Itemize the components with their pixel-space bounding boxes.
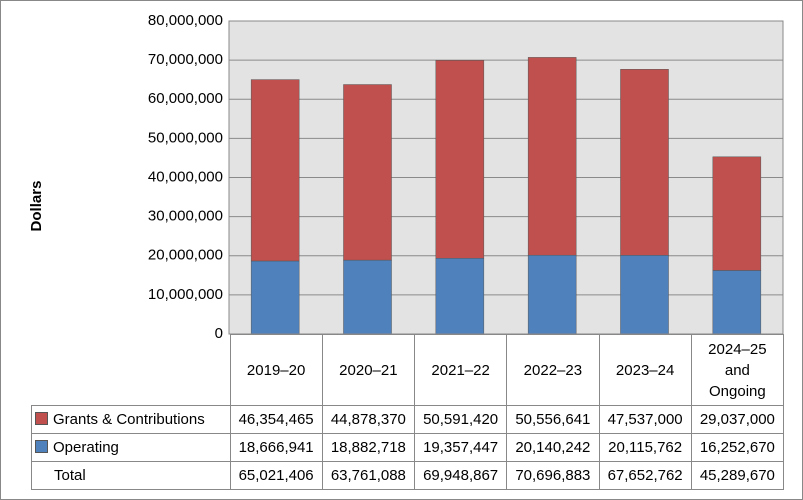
- cell-text: 18,666,941: [238, 439, 314, 456]
- total-cell: 65,021,406: [229, 461, 323, 490]
- cell-text: 50,591,420: [423, 411, 499, 428]
- total-cell: 45,289,670: [690, 461, 785, 490]
- value-cell: 46,354,465: [229, 405, 323, 434]
- cell-text: 16,252,670: [699, 439, 775, 456]
- cell-text: 67,652,762: [607, 467, 683, 484]
- total-cell: 63,761,088: [321, 461, 416, 490]
- cell-text: 20,140,242: [515, 439, 591, 456]
- legend-entry: Grants & Contributions: [31, 405, 231, 434]
- value-cell: 20,140,242: [506, 433, 600, 462]
- value-cell: 19,357,447: [413, 433, 508, 462]
- value-cell: 47,537,000: [598, 405, 692, 434]
- cell-text: 46,354,465: [238, 411, 314, 428]
- cell-text: 19,357,447: [423, 439, 499, 456]
- y-tick-label: 20,000,000: [148, 247, 223, 264]
- header-row: 2019–20 2020–21 2021–22 2022–23 2023–24 2024–…: [31, 334, 785, 406]
- category-label: 2023–24: [598, 334, 692, 406]
- cell-text: 2022–23: [523, 361, 583, 379]
- cell-text: 69,948,867: [423, 467, 499, 484]
- bar-segment: [250, 79, 300, 262]
- bar-segment: [250, 260, 300, 335]
- y-axis-label: Dollars: [28, 181, 45, 232]
- cell-text: 2021–22: [431, 361, 490, 379]
- y-tick-label: 70,000,000: [148, 51, 223, 68]
- cell-text: 29,037,000: [699, 411, 775, 428]
- value-cell: 50,556,641: [506, 405, 600, 434]
- value-cell: 18,882,718: [321, 433, 416, 462]
- y-tick-label: 40,000,000: [148, 168, 223, 185]
- category-label: 2021–22: [413, 334, 508, 406]
- bar-segment: [343, 259, 392, 335]
- series-row: Grants & Contributions 46,354,465 44,878,3…: [31, 405, 785, 434]
- category-label: 2022–23: [506, 334, 600, 406]
- y-tick-label: 80,000,000: [148, 12, 223, 29]
- bar-segment: [620, 255, 669, 335]
- total-row: Total 65,021,406 63,761,088 69,948,867 70,69…: [31, 461, 785, 490]
- category-label: 2020–21: [321, 334, 416, 406]
- cell-text: 65,021,406: [238, 467, 314, 484]
- data-table: 2019–20 2020–21 2021–22 2022–23 2023–24 2024–…: [31, 334, 785, 490]
- cell-text: 47,537,000: [607, 411, 683, 428]
- total-cell: 69,948,867: [413, 461, 508, 490]
- value-cell: 16,252,670: [690, 433, 785, 462]
- bar-segment: [712, 156, 762, 271]
- cell-text: 63,761,088: [330, 467, 406, 484]
- bar-segment: [435, 258, 485, 335]
- bar-segment: [435, 60, 485, 259]
- value-cell: 20,115,762: [598, 433, 692, 462]
- cell-text: 2020–21: [339, 361, 398, 379]
- category-label: 2019–20: [229, 334, 323, 406]
- bar-segment: [343, 84, 392, 261]
- cell-text: 18,882,718: [330, 439, 406, 456]
- y-tick-label: 30,000,000: [148, 208, 223, 225]
- corner-cell: [31, 334, 230, 406]
- bar-segment: [527, 57, 577, 256]
- total-label: Total: [31, 461, 231, 490]
- cell-text: 2023–24: [615, 361, 675, 379]
- cell-text: 70,696,883: [515, 467, 591, 484]
- y-tick-label: 10,000,000: [148, 286, 223, 303]
- value-cell: 18,666,941: [229, 433, 323, 462]
- cell-text: Total: [54, 467, 86, 484]
- legend-label: Grants & Contributions: [53, 411, 205, 428]
- value-cell: 50,591,420: [413, 405, 508, 434]
- bar-segment: [712, 270, 762, 335]
- value-cell: 29,037,000: [690, 405, 785, 434]
- legend-label: Operating: [53, 439, 119, 456]
- category-label: 2024–25 and Ongoing: [690, 334, 785, 406]
- legend-swatch: [35, 412, 48, 425]
- cell-text: 50,556,641: [515, 411, 591, 428]
- total-cell: 67,652,762: [598, 461, 692, 490]
- cell-text: 44,878,370: [330, 411, 406, 428]
- y-tick-label: 0: [215, 325, 223, 342]
- bar-segment: [620, 69, 669, 256]
- legend-swatch: [35, 440, 48, 453]
- total-cell: 70,696,883: [506, 461, 600, 490]
- series-row: Operating 18,666,941 18,882,718 19,357,447 2…: [31, 433, 785, 462]
- cell-text: 2019–20: [246, 361, 306, 379]
- bar-segment: [527, 254, 577, 335]
- y-tick-label: 50,000,000: [148, 129, 223, 146]
- cell-text: 45,289,670: [699, 467, 775, 484]
- cell-text: 20,115,762: [608, 439, 683, 456]
- cell-text: 2024–25 and Ongoing: [708, 340, 767, 400]
- value-cell: 44,878,370: [321, 405, 416, 434]
- legend-entry: Operating: [31, 433, 231, 462]
- y-tick-label: 60,000,000: [148, 90, 223, 107]
